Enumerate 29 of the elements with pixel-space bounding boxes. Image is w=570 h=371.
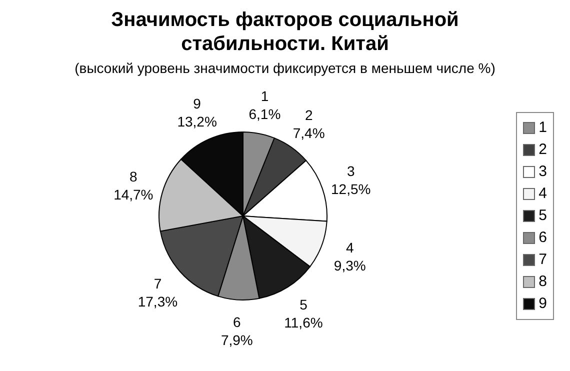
legend-label: 5 [538,206,547,226]
legend-label: 7 [538,250,547,270]
slice-label: 3 [346,163,355,180]
slice-label: 1 [260,88,269,104]
slice-label: 9 [193,96,202,112]
data-label: 7,9% [220,332,253,348]
data-label: 17,3% [138,294,178,310]
data-label: 14,7% [114,186,154,203]
data-label: 7,4% [292,124,325,141]
slice-label: 2 [304,106,313,123]
slice-label: 5 [300,296,308,313]
data-label: 11,6% [284,314,323,331]
slice-label: 8 [130,168,138,185]
category-label: 3 [538,163,547,180]
slice-label: 7 [154,276,162,292]
slice-label: 6 [233,314,242,330]
category-label: 4 [538,185,547,202]
legend-label: 6 [538,228,547,248]
chart-title: Значимость факторов социальной стабильности. Китай [110,8,460,56]
data-label: 6,1% [248,106,281,122]
legend-label: 8 [538,272,547,292]
legend-label: 2 [538,140,547,160]
chart-subtitle: (высокий уровень значимости фиксируется в меньшем числе %) [74,60,496,76]
slice-label: 4 [346,240,354,256]
data-label: 13,2% [177,114,217,130]
data-label: 9,3% [334,258,366,274]
legend-label: 1 [538,118,547,138]
data-label: 12,5% [331,181,371,198]
legend-label: 9 [538,294,547,314]
